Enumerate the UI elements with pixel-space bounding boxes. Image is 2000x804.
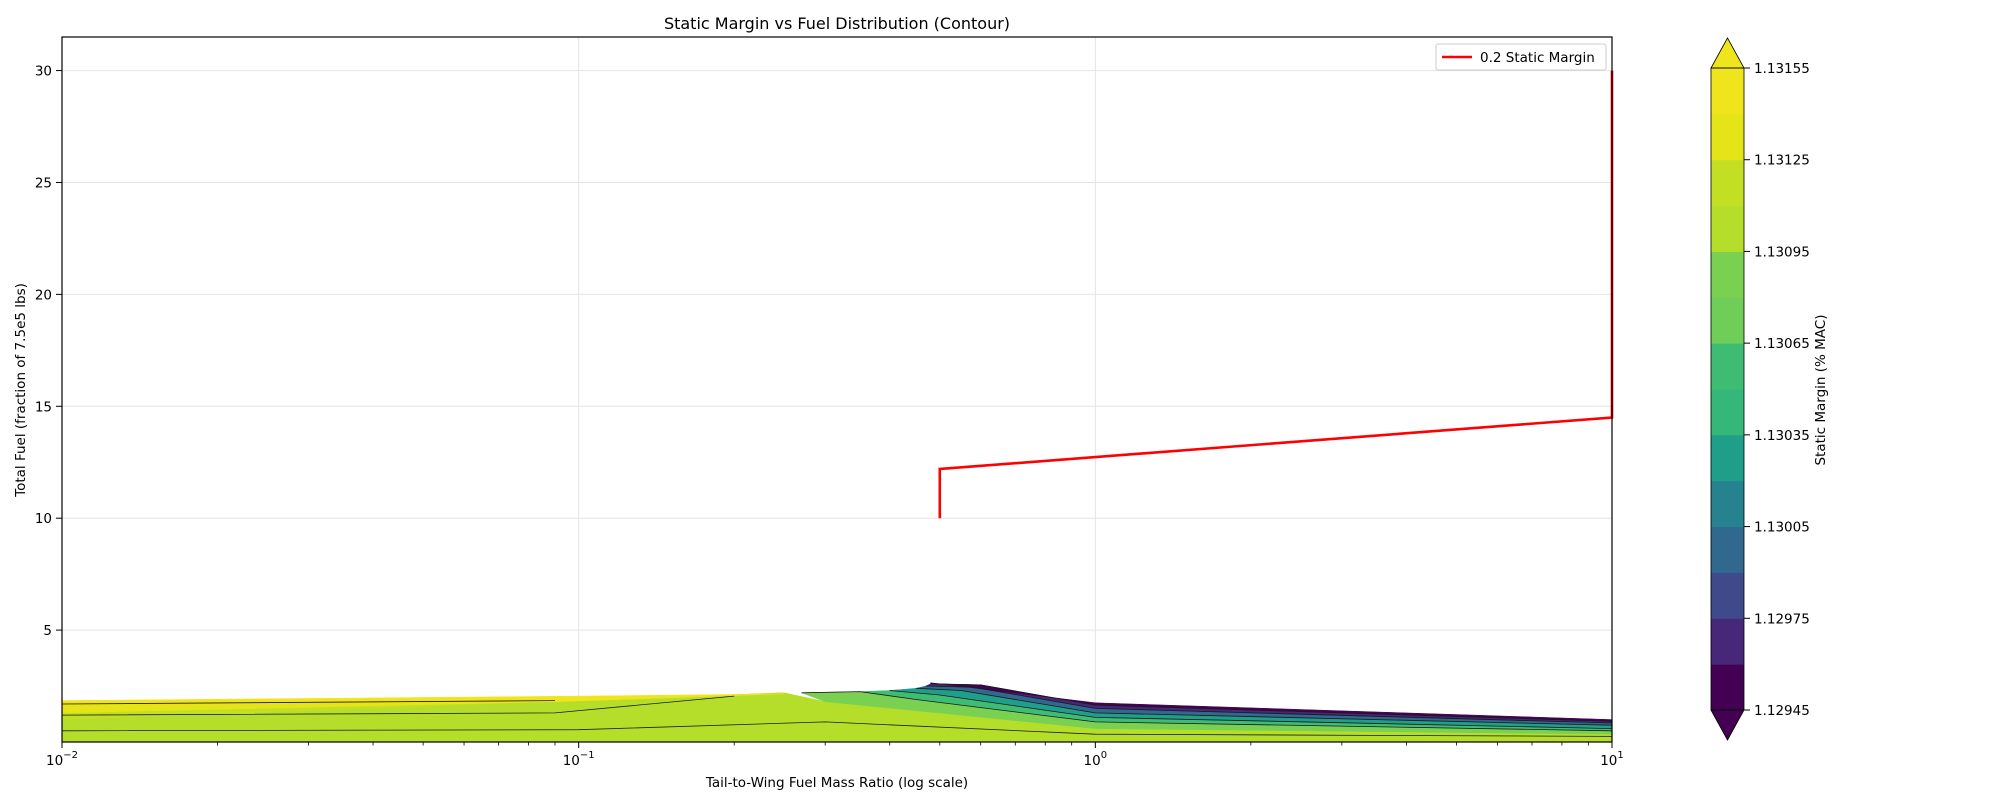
contour-region <box>62 693 785 705</box>
colorbar-cell <box>1711 159 1744 207</box>
chart-title: Static Margin vs Fuel Distribution (Cont… <box>664 14 1010 33</box>
contour-line <box>801 691 1612 732</box>
contour-line <box>930 683 1612 722</box>
contour-line <box>925 685 1612 724</box>
contour-line <box>62 700 556 705</box>
legend-label: 0.2 Static Margin <box>1480 50 1595 66</box>
colorbar-cell <box>1711 434 1744 482</box>
colorbar-tick-label: 1.12945 <box>1754 703 1810 719</box>
contour-line <box>889 690 1612 729</box>
colorbar-cell <box>1711 618 1744 665</box>
colorbar-extend-max <box>1710 37 1745 69</box>
colorbar-tick-label: 1.13035 <box>1754 428 1810 444</box>
colorbar-cell <box>1711 480 1744 528</box>
legend: 0.2 Static Margin <box>1435 43 1607 71</box>
colorbar: 1.12945 1.12975 1.13005 1.13035 1.13065 1.130… <box>1710 37 1829 741</box>
y-tick-label: 5 <box>43 623 52 639</box>
x-tick-label: 10−2 <box>46 750 78 769</box>
colorbar-ticks: 1.12945 1.12975 1.13005 1.13035 1.13065 1.130… <box>1744 61 1810 719</box>
colorbar-cell <box>1711 526 1744 573</box>
colorbar-cell <box>1711 297 1744 344</box>
legend-box <box>1435 43 1607 71</box>
colorbar-cell <box>1711 205 1744 252</box>
y-tick-label: 15 <box>35 399 52 415</box>
y-axis-label: Total Fuel (fraction of 7.5e5 lbs) <box>13 283 29 498</box>
colorbar-cells <box>1711 68 1744 711</box>
y-tick-label: 25 <box>35 175 52 191</box>
plot-frame <box>61 36 1613 743</box>
contour-lines <box>62 683 1612 737</box>
colorbar-tick-label: 1.13005 <box>1754 520 1810 536</box>
colorbar-cell <box>1711 113 1744 161</box>
x-tick-label: 100 <box>1084 750 1108 769</box>
colorbar-tick-label: 1.13095 <box>1754 244 1810 260</box>
colorbar-extend-min <box>1710 709 1745 741</box>
colorbar-cell <box>1711 664 1744 711</box>
x-axis-label: Tail-to-Wing Fuel Mass Ratio (log scale) <box>705 775 968 791</box>
x-axis-ticks: 10−2 10−1 100 101 <box>46 742 1624 769</box>
y-tick-label: 10 <box>35 511 52 527</box>
colorbar-cell <box>1711 572 1744 619</box>
y-tick-label: 20 <box>35 287 52 303</box>
colorbar-tick-label: 1.13155 <box>1754 61 1810 77</box>
contour-line <box>62 695 735 716</box>
colorbar-cell <box>1711 68 1744 115</box>
grid-lines <box>61 37 1613 742</box>
colorbar-cell <box>1711 343 1744 390</box>
y-tick-label: 30 <box>35 64 52 80</box>
colorbar-tick-label: 1.12975 <box>1754 611 1810 627</box>
y-axis-ticks: 5 10 15 20 25 30 <box>35 64 62 639</box>
colorbar-frame <box>1710 67 1745 711</box>
contour-line <box>62 721 1612 737</box>
contour-fill <box>62 682 1612 742</box>
colorbar-tick-label: 1.13125 <box>1754 153 1810 169</box>
colorbar-cell <box>1711 389 1744 436</box>
contour-line <box>916 687 1612 726</box>
x-tick-label: 10−1 <box>563 750 595 769</box>
colorbar-label: Static Margin (% MAC) <box>1813 314 1829 465</box>
colorbar-tick-label: 1.13065 <box>1754 336 1810 352</box>
colorbar-cell <box>1711 251 1744 298</box>
x-tick-label: 101 <box>1600 750 1624 769</box>
